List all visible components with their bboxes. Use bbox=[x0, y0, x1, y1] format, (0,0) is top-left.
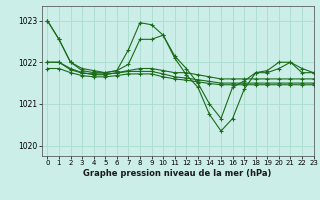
X-axis label: Graphe pression niveau de la mer (hPa): Graphe pression niveau de la mer (hPa) bbox=[84, 169, 272, 178]
